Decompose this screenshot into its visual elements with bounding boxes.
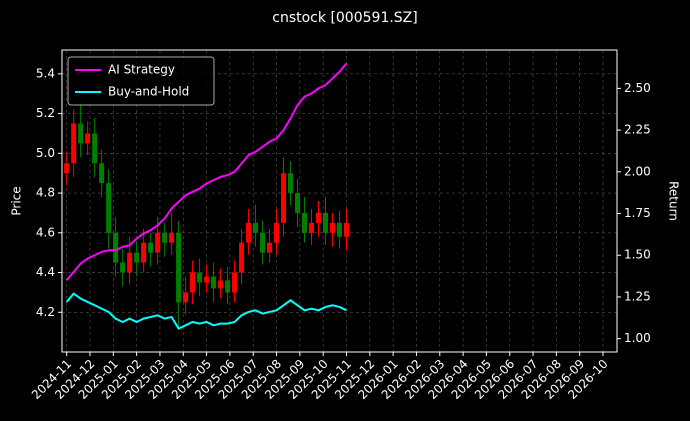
candle-body xyxy=(253,222,259,233)
candle-body xyxy=(316,212,322,223)
candle-body xyxy=(260,232,266,253)
candle-body xyxy=(239,242,245,273)
candle-body xyxy=(134,252,140,263)
y-tick-label: 4.2 xyxy=(36,305,55,319)
candle-body xyxy=(106,183,112,233)
axes-frame xyxy=(61,49,618,353)
y-tick-label: 5.4 xyxy=(36,66,55,80)
candle-body xyxy=(323,212,329,233)
candle-body xyxy=(330,222,336,233)
legend-label: AI Strategy xyxy=(108,63,175,77)
y-tick-label: 5.0 xyxy=(36,146,55,160)
candle-body xyxy=(169,232,175,243)
y-axis-label: Price xyxy=(10,186,24,215)
candle-body xyxy=(309,222,315,233)
y-tick-label: 4.6 xyxy=(36,225,55,239)
candle-body xyxy=(204,276,210,283)
candle-body xyxy=(99,163,105,184)
candle-body xyxy=(267,242,273,253)
candle-body xyxy=(246,222,252,243)
candle-body xyxy=(64,163,70,174)
y2-tick-label: 2.25 xyxy=(624,123,651,137)
candle-body xyxy=(155,232,161,253)
candle-body xyxy=(218,280,224,289)
y2-tick-label: 1.00 xyxy=(624,331,651,345)
candle-body xyxy=(113,232,119,263)
candle-body xyxy=(141,242,147,263)
candle-body xyxy=(295,193,301,213)
y-tick-label: 4.8 xyxy=(36,186,55,200)
candle-body xyxy=(302,212,308,233)
candle-body xyxy=(71,123,77,164)
y2-tick-label: 1.50 xyxy=(624,248,651,262)
candle-body xyxy=(337,222,342,237)
y2-tick-label: 2.00 xyxy=(624,164,651,178)
candle-body xyxy=(190,272,196,293)
candle-body xyxy=(92,133,98,164)
candle-body xyxy=(162,232,168,243)
legend-label: Buy-and-Hold xyxy=(108,85,189,99)
y2-tick-label: 1.25 xyxy=(624,289,651,303)
y-tick-label: 4.4 xyxy=(36,265,55,279)
candle-body xyxy=(232,272,238,293)
legend-box xyxy=(67,56,215,106)
candle-body xyxy=(281,173,287,223)
y2-tick-label: 2.50 xyxy=(624,81,651,95)
candle-body xyxy=(127,252,133,273)
candle-body xyxy=(148,242,154,253)
candle-body xyxy=(78,123,84,144)
chart-title: cnstock [000591.SZ] xyxy=(272,10,417,26)
candle-body xyxy=(288,173,294,194)
series-line xyxy=(65,292,347,330)
candle-body xyxy=(343,222,349,237)
candle-body xyxy=(274,222,280,243)
y2-axis-label: Return xyxy=(667,181,681,221)
candle-body xyxy=(183,292,189,303)
candle-body xyxy=(120,262,126,273)
series-line xyxy=(65,62,348,281)
candle-body xyxy=(211,276,217,289)
candle-body xyxy=(176,232,182,303)
candle-body xyxy=(197,272,203,283)
y2-tick-label: 1.75 xyxy=(624,206,651,220)
candle-body xyxy=(85,133,91,144)
candle-body xyxy=(225,280,231,293)
y-tick-label: 5.2 xyxy=(36,106,55,120)
